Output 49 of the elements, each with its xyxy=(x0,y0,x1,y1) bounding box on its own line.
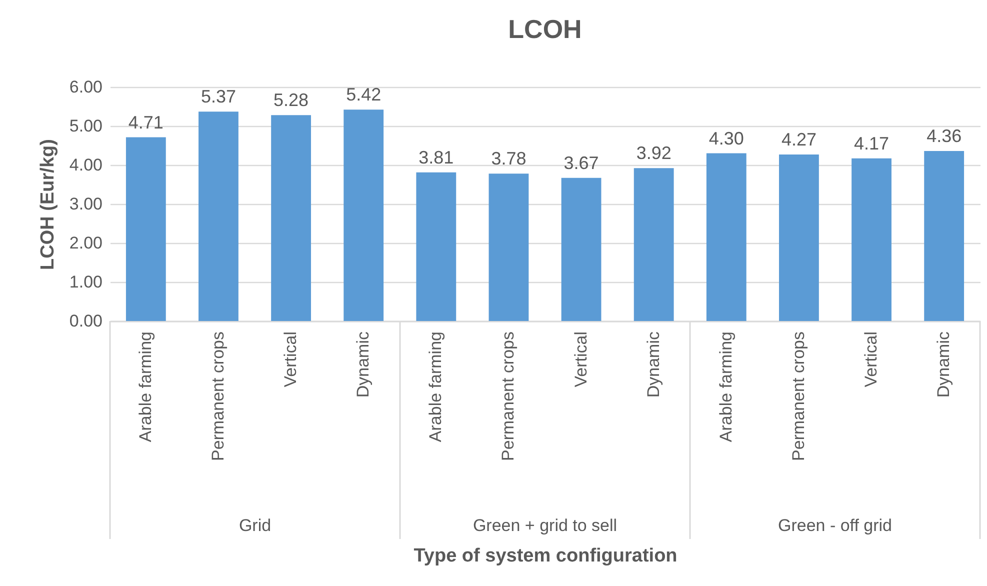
data-label: 5.42 xyxy=(346,84,382,105)
bar xyxy=(344,110,384,321)
data-label: 4.17 xyxy=(854,133,890,154)
bar xyxy=(271,115,311,321)
data-label: 4.71 xyxy=(128,112,164,132)
bar xyxy=(198,112,238,321)
text: Grid xyxy=(238,516,272,535)
bar xyxy=(779,154,819,321)
y-tick-label: 3.00 xyxy=(69,194,102,214)
data-label: 4.27 xyxy=(781,129,816,150)
data-label: 3.81 xyxy=(418,147,454,168)
x-axis-title: Type of system configuration xyxy=(414,546,678,566)
x-tick-label: Vertical xyxy=(571,332,590,388)
text: Green - off grid xyxy=(778,516,892,535)
bar xyxy=(126,137,166,321)
data-label: 3.67 xyxy=(564,152,599,173)
x-tick-label: Permanent crops xyxy=(208,332,228,461)
data-label: 5.37 xyxy=(200,86,236,107)
y-tick-label: 5.00 xyxy=(69,116,102,136)
data-label: 5.28 xyxy=(274,90,309,110)
x-tick-label: Arable farming xyxy=(716,332,736,442)
x-tick-label: Dynamic xyxy=(644,331,663,398)
x-tick-label: Vertical xyxy=(862,332,881,388)
bar xyxy=(416,172,456,321)
x-tick-label: Permanent crops xyxy=(788,332,808,461)
chart-title: LCOH xyxy=(508,14,582,44)
bar xyxy=(634,168,674,321)
bar xyxy=(852,158,892,321)
x-tick-label: Dynamic xyxy=(354,331,373,398)
y-axis-title: LCOH (Eur/kg) xyxy=(37,139,58,270)
x-tick-label: Arable farming xyxy=(136,332,155,442)
y-tick-label: 0.00 xyxy=(69,312,102,330)
text: Green + grid to sell xyxy=(472,516,618,535)
bar xyxy=(706,153,746,321)
y-tick-label: 1.00 xyxy=(69,272,102,292)
bar xyxy=(561,178,602,321)
x-tick-label: Vertical xyxy=(281,332,300,388)
bar xyxy=(924,150,964,321)
bar xyxy=(488,174,529,321)
data-label: 3.78 xyxy=(491,148,526,169)
data-label: 3.92 xyxy=(636,143,672,164)
data-label: 4.30 xyxy=(708,128,744,148)
y-tick-label: 2.00 xyxy=(69,234,102,252)
x-tick-label: Arable farming xyxy=(426,332,446,442)
y-tick-label: 4.00 xyxy=(69,156,102,174)
x-tick-label: Dynamic xyxy=(934,331,954,398)
data-label: 4.36 xyxy=(926,126,962,146)
y-tick-label: 6.00 xyxy=(69,78,102,96)
x-tick-label: Permanent crops xyxy=(498,332,518,461)
